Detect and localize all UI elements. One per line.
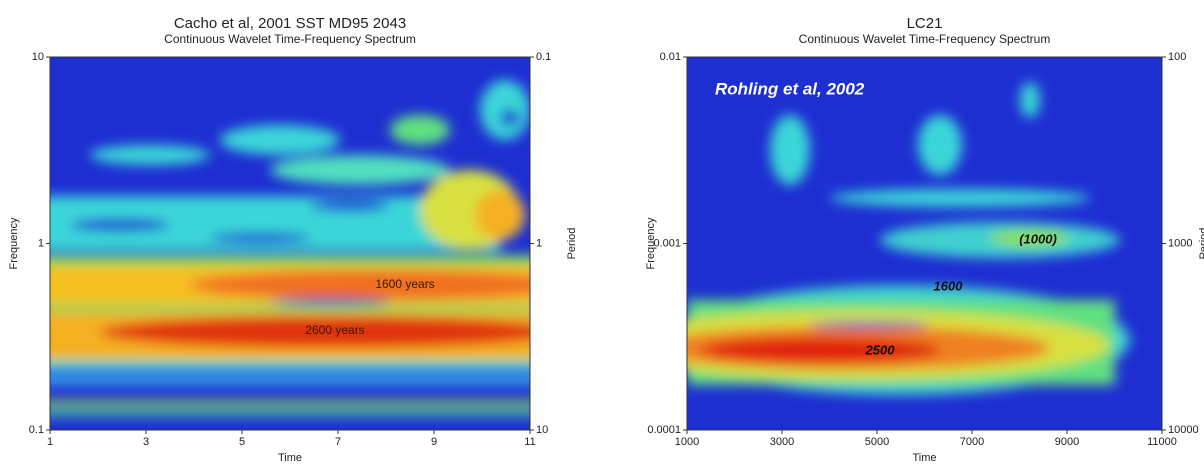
x-tick-label: 11 [524, 436, 535, 448]
y2-tick-label: 1 [536, 237, 542, 249]
y-tick-label: 0.0001 [647, 424, 681, 436]
annotation: 1600 years [375, 277, 434, 291]
y2-axis-label: Period [566, 228, 578, 260]
annotation: 2500 [865, 342, 896, 357]
x-tick-label: 11000 [1147, 436, 1177, 448]
chart-title: LC21 [907, 15, 943, 32]
x-axis-label: Time [912, 452, 936, 464]
spectrum-right [687, 57, 1162, 430]
y2-tick-label: 10000 [1168, 424, 1199, 436]
y-tick-label: 0.001 [653, 237, 681, 249]
y-tick-label: 0.01 [660, 51, 681, 63]
annotation: 1600 [934, 278, 964, 293]
chart-subtitle: Continuous Wavelet Time-Frequency Spectr… [164, 32, 416, 46]
y2-tick-label: 1000 [1168, 237, 1192, 249]
chart-title: Cacho et al, 2001 SST MD95 2043 [174, 15, 406, 32]
annotation: Rohling et al, 2002 [715, 79, 865, 98]
x-tick-label: 5 [239, 436, 245, 448]
annotation: 2600 years [305, 323, 364, 337]
y2-tick-label: 10 [536, 424, 548, 436]
x-tick-label: 7000 [960, 436, 984, 448]
annotation: (1000) [1019, 231, 1057, 246]
x-tick-label: 3000 [770, 436, 794, 448]
y-tick-label: 1 [38, 237, 44, 249]
y-tick-label: 0.1 [29, 424, 44, 436]
y2-tick-label: 0.1 [536, 51, 551, 63]
x-tick-label: 3 [143, 436, 149, 448]
x-tick-label: 5000 [865, 436, 889, 448]
spectrum-left [50, 57, 530, 430]
y2-axis-label: Period [1198, 228, 1204, 260]
y-axis-label: Frequency [8, 217, 20, 269]
y-axis-label: Frequency [645, 217, 657, 269]
y2-tick-label: 100 [1168, 51, 1186, 63]
chart-subtitle: Continuous Wavelet Time-Frequency Spectr… [799, 32, 1051, 46]
x-tick-label: 7 [335, 436, 341, 448]
x-tick-label: 1 [47, 436, 53, 448]
y-tick-label: 10 [32, 51, 44, 63]
x-tick-label: 9 [431, 436, 437, 448]
x-axis-label: Time [278, 452, 302, 464]
x-tick-label: 1000 [675, 436, 699, 448]
x-tick-label: 9000 [1055, 436, 1079, 448]
